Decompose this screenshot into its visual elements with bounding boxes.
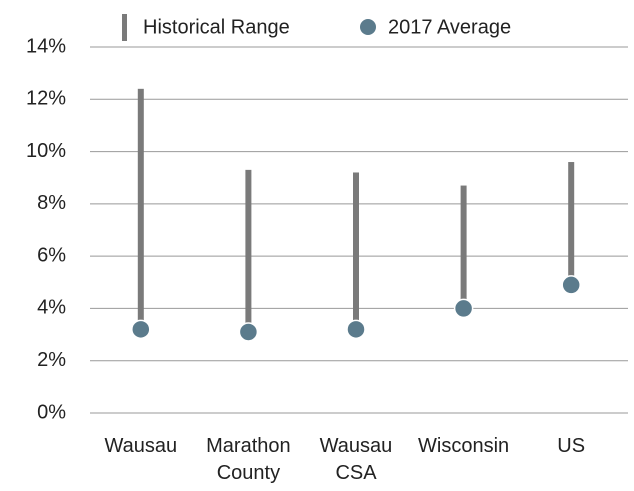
y-tick-label: 0%	[37, 401, 66, 423]
x-tick-label: Wisconsin	[418, 435, 510, 457]
average-dot	[561, 275, 581, 295]
y-tick-label: 8%	[37, 192, 66, 214]
range-bar	[137, 88, 144, 330]
x-tick-label: Wausau	[104, 435, 178, 457]
y-tick-label: 10%	[26, 140, 66, 162]
legend-dot-icon	[360, 19, 376, 35]
range-bar	[460, 185, 467, 309]
x-tick-label: Marathon County	[206, 435, 291, 484]
average-dot	[238, 322, 259, 342]
y-tick-label: 6%	[37, 244, 66, 266]
x-tick-label: Wausau CSA	[319, 435, 393, 484]
range-bar	[245, 169, 252, 332]
y-tick-label: 2%	[37, 349, 66, 371]
y-tick-label: 4%	[37, 297, 66, 319]
legend-label: 2017 Average	[388, 16, 511, 38]
range-bar	[353, 172, 359, 330]
y-tick-label: 12%	[26, 88, 66, 110]
legend-label: Historical Range	[143, 16, 290, 38]
average-dot	[346, 319, 366, 340]
y-tick-label: 14%	[26, 35, 66, 57]
legend-range-icon	[122, 14, 127, 41]
x-tick-label: US	[557, 435, 586, 457]
average-dot	[131, 319, 151, 340]
range-bar	[568, 162, 575, 285]
average-dot	[453, 298, 474, 319]
